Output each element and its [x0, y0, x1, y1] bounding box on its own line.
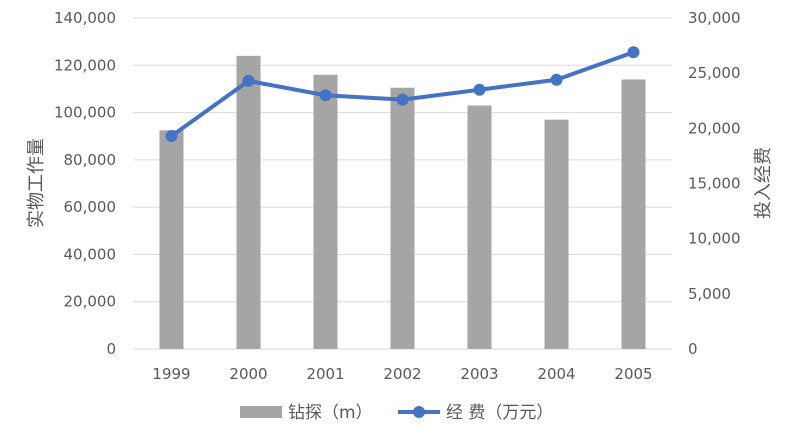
line-point [242, 74, 255, 87]
x-tick-label: 2001 [306, 365, 344, 383]
line-point [396, 93, 409, 106]
left-tick-label: 120,000 [54, 56, 116, 74]
x-tick-label: 2003 [460, 365, 498, 383]
right-axis-title: 投入经费 [753, 147, 774, 219]
left-tick-label: 80,000 [64, 151, 117, 169]
legend-line-marker [413, 406, 425, 418]
left-tick-label: 0 [106, 340, 116, 358]
line-point [319, 89, 332, 102]
legend-bar-swatch [240, 406, 282, 418]
bar [159, 130, 184, 349]
bar [236, 55, 261, 349]
x-tick-label: 2005 [614, 365, 652, 383]
bar [621, 79, 646, 349]
legend-bar-label: 钻探（m） [288, 403, 373, 423]
left-tick-label: 40,000 [64, 245, 117, 263]
left-axis-title: 实物工作量 [26, 138, 47, 228]
line-point [473, 83, 486, 96]
legend: 钻探（m） 经 费（万元） [240, 403, 553, 423]
right-tick-label: 30,000 [688, 9, 741, 27]
left-tick-label: 140,000 [54, 9, 116, 27]
right-tick-label: 10,000 [688, 230, 741, 248]
line-point [165, 130, 178, 143]
line-series [165, 46, 640, 143]
x-tick-label: 2004 [537, 365, 575, 383]
x-tick-label: 2002 [383, 365, 421, 383]
line-point [550, 73, 563, 86]
line-point [627, 46, 640, 59]
x-axis-ticks: 1999 2000 2001 2002 2003 2004 2005 [152, 365, 652, 383]
right-tick-label: 25,000 [688, 64, 741, 82]
right-tick-label: 15,000 [688, 175, 741, 193]
right-tick-label: 5,000 [688, 285, 731, 303]
bar [313, 74, 338, 349]
left-tick-label: 20,000 [64, 293, 117, 311]
bar [467, 105, 492, 349]
left-axis-ticks: 0 20,000 40,000 60,000 80,000 100,000 120,000 1… [54, 9, 116, 358]
right-tick-label: 0 [688, 340, 698, 358]
left-tick-label: 100,000 [54, 104, 116, 122]
right-tick-label: 20,000 [688, 119, 741, 137]
x-tick-label: 1999 [152, 365, 190, 383]
x-tick-label: 2000 [229, 365, 267, 383]
right-axis-ticks: 0 5,000 10,000 15,000 20,000 25,000 30,000 [688, 9, 741, 358]
bar-series [159, 55, 646, 350]
legend-line-label: 经 费（万元） [446, 403, 553, 423]
bar [390, 87, 415, 349]
bar [544, 119, 569, 350]
left-tick-label: 60,000 [64, 198, 117, 216]
